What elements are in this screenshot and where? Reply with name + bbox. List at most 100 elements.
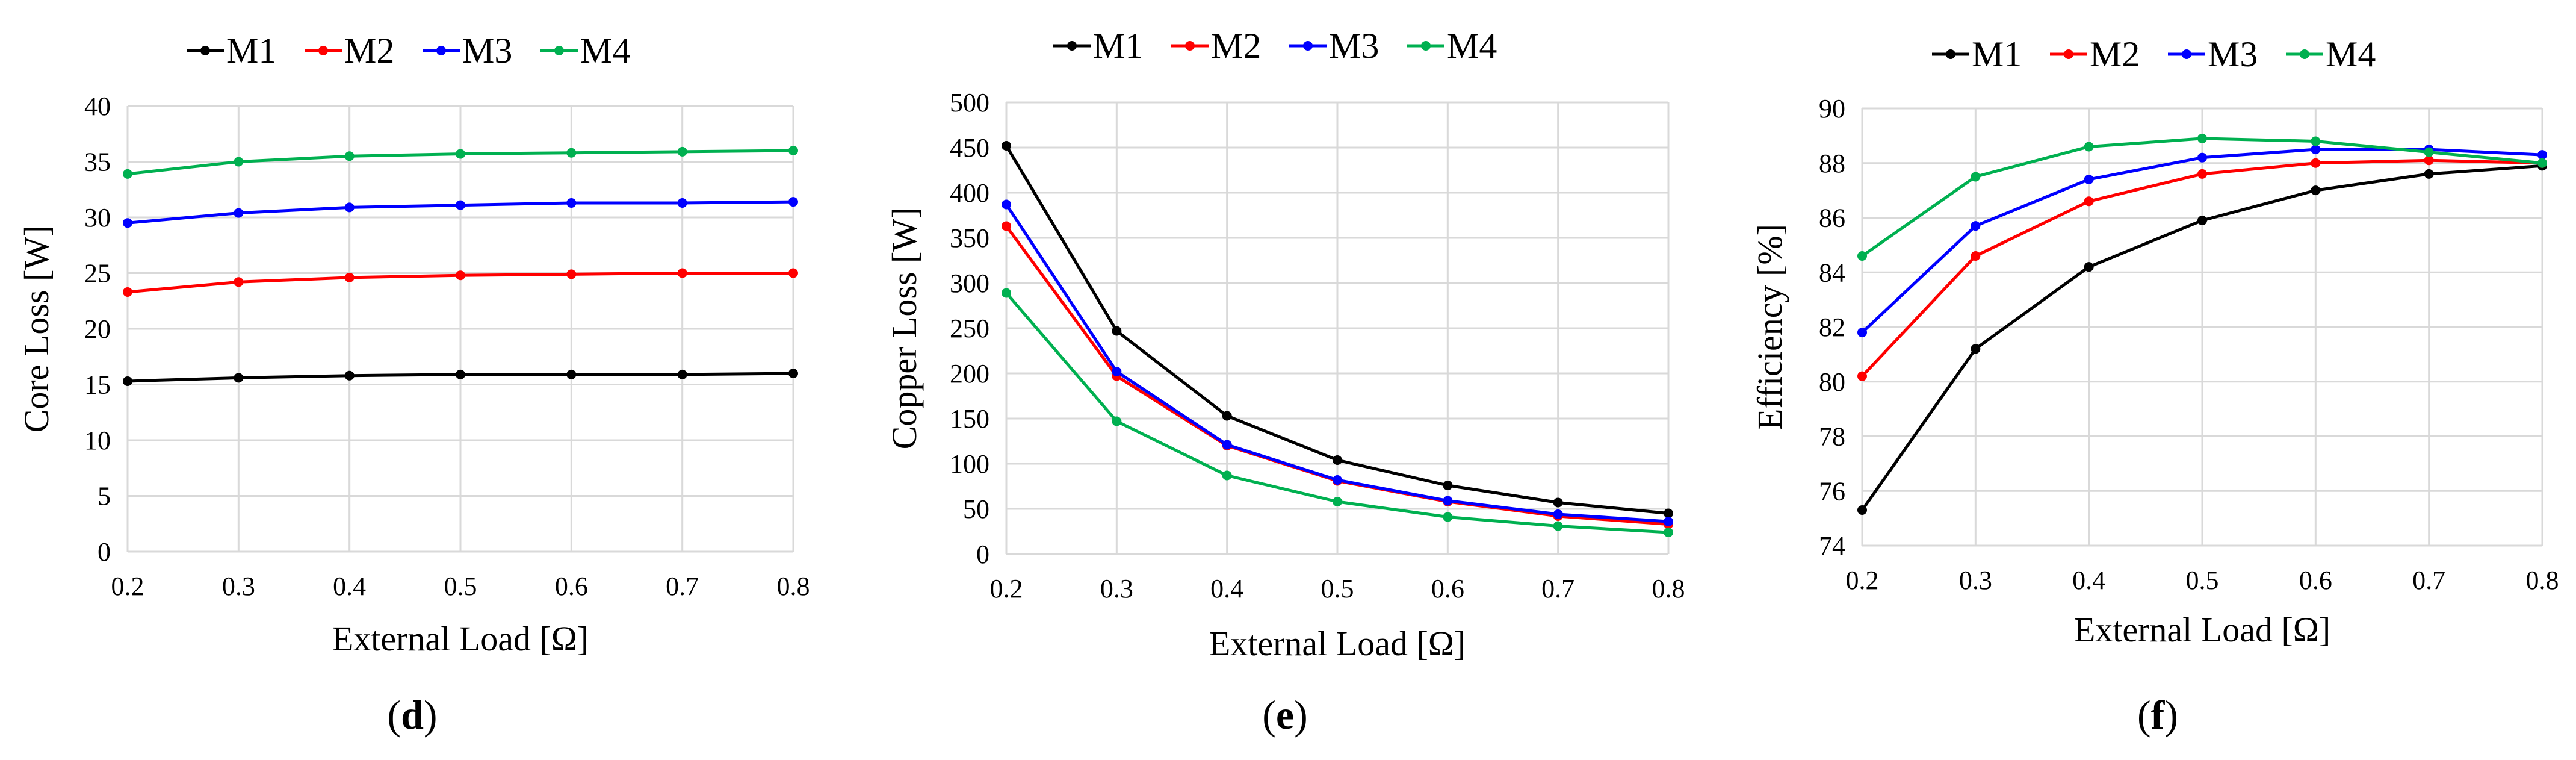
data-point-M1 <box>1553 497 1563 508</box>
data-point-M2 <box>677 268 687 278</box>
legend-swatch-marker <box>2300 49 2309 59</box>
x-tick-label: 0.6 <box>2299 565 2332 595</box>
data-point-M3 <box>1857 328 1867 338</box>
data-point-M4 <box>1002 288 1011 298</box>
data-point-M1 <box>234 373 244 383</box>
data-point-M4 <box>234 157 244 167</box>
y-tick-label: 150 <box>950 404 989 434</box>
data-point-M1 <box>456 369 465 379</box>
data-point-M4 <box>1971 172 1981 182</box>
legend-entry-M1: M1 <box>187 31 276 70</box>
y-tick-label: 20 <box>84 314 111 344</box>
legend-swatch-marker <box>1946 49 1955 59</box>
y-tick-label: 88 <box>1819 149 1845 178</box>
panel-label-paren-open: ( <box>1262 692 1276 738</box>
data-point-M4 <box>1553 521 1563 531</box>
data-point-M3 <box>456 200 465 210</box>
y-tick-label: 35 <box>84 148 111 177</box>
data-point-M2 <box>788 268 798 278</box>
data-point-M1 <box>1857 505 1867 515</box>
data-point-M4 <box>2311 136 2321 146</box>
y-tick-label: 500 <box>950 88 989 117</box>
legend-swatch-marker <box>436 46 446 55</box>
x-tick-label: 0.3 <box>222 572 255 601</box>
panel-label: (f) <box>2137 692 2178 738</box>
data-point-M1 <box>344 370 355 381</box>
legend-label: M3 <box>2208 34 2258 74</box>
data-point-M2 <box>456 270 465 281</box>
x-tick-label: 0.4 <box>333 572 366 601</box>
legend-swatch-marker <box>2064 49 2073 59</box>
legend-label: M3 <box>462 31 512 70</box>
data-point-M3 <box>677 198 687 208</box>
data-point-M2 <box>566 269 577 279</box>
x-tick-label: 0.8 <box>1652 574 1685 603</box>
data-point-M4 <box>2424 147 2434 157</box>
legend-label: M4 <box>2326 34 2376 74</box>
x-tick-label: 0.8 <box>777 572 810 601</box>
legend-label: M1 <box>1972 34 2022 74</box>
data-point-M3 <box>2311 145 2321 155</box>
x-tick-label: 0.2 <box>111 572 144 601</box>
legend-swatch-marker <box>1067 41 1077 51</box>
data-point-M4 <box>788 146 798 155</box>
x-tick-label: 0.3 <box>1100 574 1133 603</box>
legend-entry-M4: M4 <box>1407 26 1497 66</box>
data-point-M2 <box>344 272 355 282</box>
legend-entry-M2: M2 <box>1171 26 1261 66</box>
legend-entry-M1: M1 <box>1932 34 2022 74</box>
data-point-M2 <box>234 277 244 287</box>
y-tick-label: 78 <box>1819 422 1845 452</box>
data-point-M4 <box>2084 142 2094 152</box>
legend-entry-M3: M3 <box>2168 34 2258 74</box>
y-axis-label: Core Loss [W] <box>17 225 56 433</box>
data-point-M4 <box>1112 416 1122 426</box>
legend-entry-M4: M4 <box>2286 34 2376 74</box>
data-point-M3 <box>1112 367 1122 376</box>
legend-label: M2 <box>1211 26 1261 66</box>
data-point-M4 <box>566 148 577 158</box>
data-point-M1 <box>1664 508 1673 519</box>
data-point-M3 <box>2084 174 2094 184</box>
data-point-M3 <box>566 198 577 208</box>
panel-label-letter: d <box>401 692 424 738</box>
x-tick-label: 0.7 <box>2412 565 2445 595</box>
data-point-M3 <box>234 208 244 218</box>
y-tick-label: 50 <box>963 494 989 524</box>
data-point-M2 <box>1971 251 1981 261</box>
data-point-M4 <box>2197 133 2207 143</box>
panel-label-letter: f <box>2151 692 2166 738</box>
data-point-M4 <box>1222 470 1232 481</box>
legend-entry-M2: M2 <box>305 31 394 70</box>
data-point-M3 <box>1553 509 1563 519</box>
legend-label: M4 <box>1447 26 1497 66</box>
data-point-M2 <box>1857 371 1867 381</box>
y-tick-label: 300 <box>950 269 989 298</box>
legend-swatch-marker <box>2182 49 2191 59</box>
legend-entry-M3: M3 <box>1289 26 1379 66</box>
x-tick-label: 0.4 <box>1210 574 1243 603</box>
data-point-M1 <box>2311 185 2321 196</box>
y-tick-label: 90 <box>1819 94 1845 123</box>
y-tick-label: 82 <box>1819 313 1845 342</box>
x-axis-label: External Load [Ω] <box>1209 624 1466 663</box>
data-point-M3 <box>1443 496 1453 506</box>
legend-swatch-marker <box>1421 41 1431 51</box>
x-tick-label: 0.3 <box>1959 565 1992 595</box>
y-tick-label: 15 <box>84 370 111 400</box>
data-point-M2 <box>2197 169 2207 179</box>
x-tick-label: 0.5 <box>444 572 477 601</box>
legend-entry-M4: M4 <box>540 31 630 70</box>
legend-swatch-marker <box>1303 41 1313 51</box>
data-point-M1 <box>2197 216 2207 226</box>
y-tick-label: 80 <box>1819 367 1845 397</box>
panel-label: (e) <box>1262 692 1308 738</box>
data-point-M1 <box>1443 481 1453 490</box>
data-point-M1 <box>2424 169 2434 179</box>
data-point-M1 <box>1222 411 1232 421</box>
y-tick-label: 250 <box>950 314 989 343</box>
y-tick-label: 74 <box>1819 531 1845 561</box>
x-tick-label: 0.5 <box>1321 574 1354 603</box>
data-point-M1 <box>123 376 132 386</box>
data-point-M3 <box>1971 221 1981 231</box>
